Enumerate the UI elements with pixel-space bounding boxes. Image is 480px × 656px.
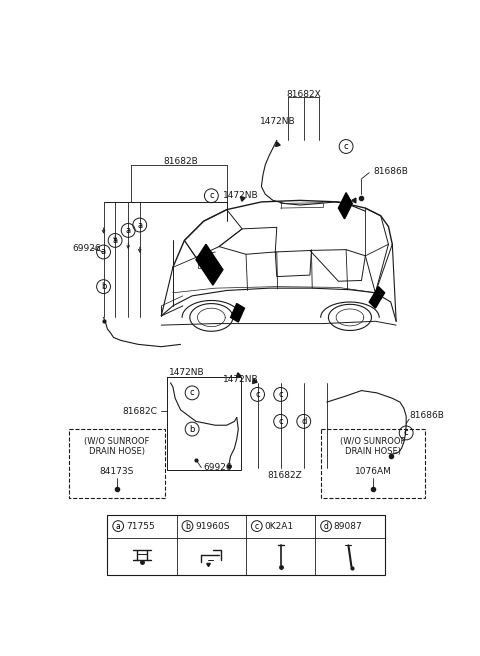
Text: 1472NB: 1472NB <box>223 375 259 384</box>
Text: 81682Z: 81682Z <box>267 471 302 480</box>
Text: c: c <box>255 390 260 399</box>
Text: a: a <box>126 226 131 235</box>
Text: (W/O SUNROOF
DRAIN HOSE): (W/O SUNROOF DRAIN HOSE) <box>84 437 149 457</box>
Text: c: c <box>190 388 194 398</box>
Text: c: c <box>278 417 283 426</box>
Text: d: d <box>301 417 306 426</box>
Text: 1076AM: 1076AM <box>355 467 392 476</box>
Text: 1472NB: 1472NB <box>169 369 204 377</box>
Text: 81682B: 81682B <box>163 157 198 167</box>
Text: 71755: 71755 <box>126 522 155 531</box>
Text: 69926: 69926 <box>73 243 101 253</box>
Text: b: b <box>185 522 190 531</box>
Text: c: c <box>255 522 259 531</box>
Text: 81686B: 81686B <box>373 167 408 176</box>
Text: (W/O SUNROOF
DRAIN HOSE): (W/O SUNROOF DRAIN HOSE) <box>340 437 406 457</box>
Text: 1472NB: 1472NB <box>260 117 296 125</box>
Text: c: c <box>344 142 348 151</box>
Text: 1472NB: 1472NB <box>223 192 259 200</box>
Polygon shape <box>196 244 223 285</box>
Text: 81682X: 81682X <box>287 90 321 98</box>
Text: b: b <box>190 424 195 434</box>
Text: a: a <box>137 220 142 230</box>
Text: a: a <box>101 247 106 256</box>
Text: 91960S: 91960S <box>195 522 229 531</box>
Text: c: c <box>209 192 214 200</box>
Text: 69926: 69926 <box>204 463 232 472</box>
Text: 89087: 89087 <box>334 522 362 531</box>
Text: 84173S: 84173S <box>99 467 134 476</box>
Text: c: c <box>404 428 408 438</box>
Bar <box>108 514 384 575</box>
Polygon shape <box>369 287 384 308</box>
Text: c: c <box>278 390 283 399</box>
Text: b: b <box>101 282 106 291</box>
Text: d: d <box>324 522 328 531</box>
Text: a: a <box>116 522 120 531</box>
Polygon shape <box>338 193 352 219</box>
Text: 0K2A1: 0K2A1 <box>264 522 294 531</box>
Text: 81686B: 81686B <box>409 411 444 420</box>
Text: a: a <box>112 236 118 245</box>
Text: 81682C: 81682C <box>123 407 157 416</box>
Polygon shape <box>230 304 244 322</box>
